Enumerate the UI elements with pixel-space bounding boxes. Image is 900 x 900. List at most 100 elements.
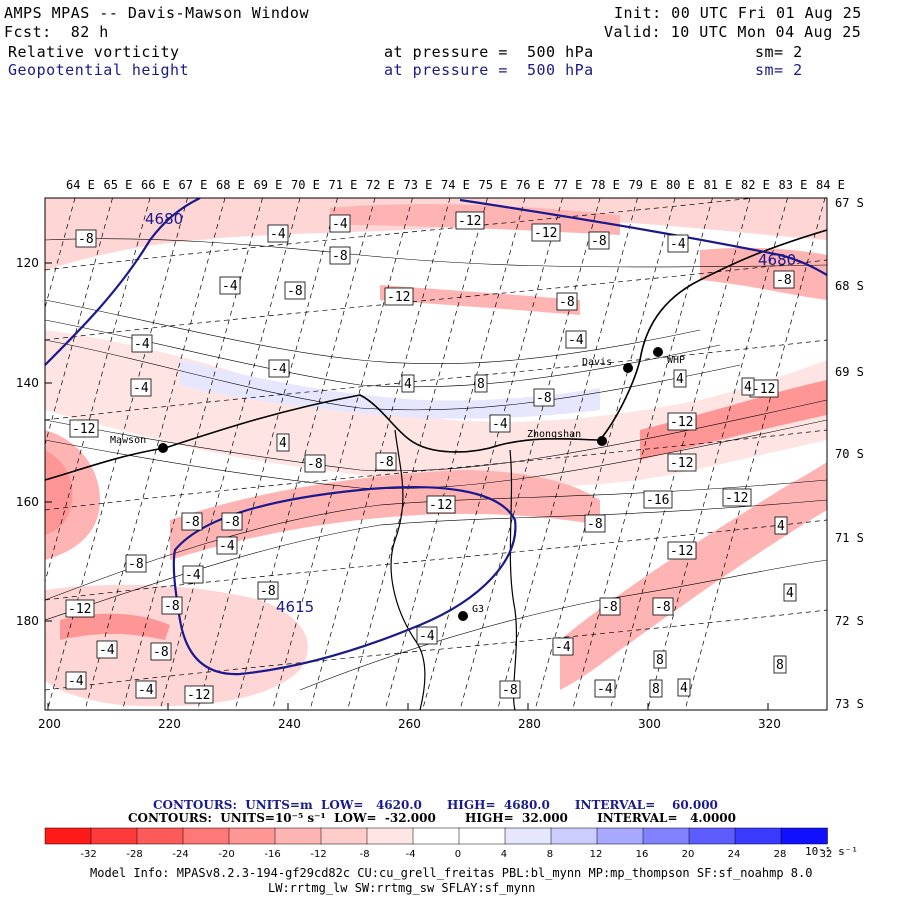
lat-label: 67 S (835, 196, 864, 210)
vorticity-label: 4 (677, 678, 691, 697)
svg-text:-4: -4 (597, 682, 613, 697)
colorbar-tick-label: -20 (218, 849, 234, 860)
x-axis-label: 200 (38, 717, 61, 731)
vorticity-label: -8 (329, 246, 351, 265)
vorticity-label: -12 (426, 495, 456, 514)
y-axis-label: 120 (16, 256, 39, 270)
colorbar-segment (550, 827, 598, 845)
vorticity-label: -4 (268, 359, 290, 378)
lon-label: 64 E (66, 178, 95, 192)
lon-label: 77 E (554, 178, 583, 192)
colorbar-tick-label: 12 (590, 849, 603, 860)
svg-text:-12: -12 (72, 422, 95, 437)
vorticity-label: -8 (375, 452, 397, 471)
colorbar-segment (642, 827, 690, 845)
svg-text:-12: -12 (670, 456, 693, 471)
vorticity-label: -4 (96, 640, 118, 659)
colorbar-segment (412, 827, 460, 845)
svg-text:8: 8 (477, 377, 485, 392)
field2-level: at pressure = 500 hPa (384, 61, 594, 79)
vorticity-label: -16 (643, 490, 673, 509)
colorbar-segment (274, 827, 322, 845)
height-contour-label: 4680 (758, 251, 796, 269)
svg-text:-12: -12 (429, 498, 452, 513)
svg-text:-4: -4 (419, 629, 435, 644)
svg-text:4: 4 (279, 436, 287, 451)
x-axis-label: 280 (518, 717, 541, 731)
vorticity-label: -4 (216, 536, 238, 555)
vorticity-label: 4 (783, 583, 797, 602)
colorbar-tick-label: -24 (172, 849, 188, 860)
height-contour-4680-east (459, 198, 827, 276)
svg-text:-8: -8 (332, 249, 348, 264)
svg-text:4: 4 (777, 519, 785, 534)
vorticity-label: -12 (455, 211, 485, 230)
svg-text:-4: -4 (271, 362, 287, 377)
height-contour-4615 (172, 486, 517, 676)
colorbar-segment (780, 827, 828, 845)
field2-smoothing: sm= 2 (755, 61, 803, 79)
model-info: Model Info: MPASv8.2.3-194-gf29cd82c CU:… (90, 866, 813, 880)
vorticity-label: 4 (741, 377, 755, 396)
svg-text:-8: -8 (602, 600, 618, 615)
colorbar-segment (596, 827, 644, 845)
svg-text:-12: -12 (670, 415, 693, 430)
svg-text:8: 8 (656, 653, 664, 668)
colorbar-segment (734, 827, 782, 845)
svg-text:4: 4 (404, 377, 412, 392)
colorbar-segment (458, 827, 506, 845)
vorticity-label: -4 (416, 626, 438, 645)
vorticity-label: -4 (130, 378, 152, 397)
svg-text:-8: -8 (128, 557, 144, 572)
station-marker (623, 363, 633, 373)
field1-name: Relative vorticity (8, 43, 180, 61)
svg-text:-8: -8 (307, 457, 323, 472)
colorbar-tick-label: -4 (406, 849, 416, 860)
vorticity-label: -8 (599, 597, 621, 616)
lat-label: 71 S (835, 531, 864, 545)
x-axis-label: 300 (638, 717, 661, 731)
x-axis-label: 320 (758, 717, 781, 731)
field2-name: Geopotential height (8, 61, 190, 79)
svg-text:-12: -12 (534, 226, 557, 241)
colorbar-tick-label: 0 (455, 849, 461, 860)
amery-ice-shelf (390, 429, 426, 710)
svg-text:-4: -4 (568, 333, 584, 348)
vorticity-label: -4 (489, 414, 511, 433)
vorticity-label: -4 (552, 637, 574, 656)
svg-text:4: 4 (744, 380, 752, 395)
lon-label: 74 E (441, 178, 470, 192)
station-label: Davis (582, 357, 612, 368)
colorbar-segment (228, 827, 276, 845)
svg-text:-8: -8 (776, 273, 792, 288)
lon-label: 71 E (329, 178, 358, 192)
lat-label: 72 S (835, 614, 864, 628)
svg-text:-4: -4 (332, 217, 348, 232)
svg-text:-4: -4 (138, 683, 154, 698)
colorbar-segment (182, 827, 230, 845)
svg-text:-8: -8 (224, 515, 240, 530)
lon-label: 76 E (516, 178, 545, 192)
lon-label: 75 E (479, 178, 508, 192)
height-contour-label: 4680 (145, 210, 183, 228)
vorticity-label: -8 (652, 597, 674, 616)
vorticity-label: -8 (75, 229, 97, 248)
vorticity-label: -8 (257, 581, 279, 600)
colorbar-tick-label: 8 (547, 849, 553, 860)
station-label: Zhongshan (527, 429, 581, 440)
lon-label: 73 E (404, 178, 433, 192)
svg-text:-8: -8 (559, 295, 575, 310)
vorticity-label: -8 (125, 554, 147, 573)
station-label: G3 (472, 604, 484, 615)
vorticity-contour-info: CONTOURS: UNITS=10⁻⁵ s⁻¹ LOW= -32.000 HI… (128, 811, 736, 825)
svg-text:-8: -8 (164, 599, 180, 614)
svg-text:-8: -8 (536, 391, 552, 406)
colorbar-segment (366, 827, 414, 845)
svg-text:-4: -4 (99, 643, 115, 658)
vorticity-label: -4 (131, 334, 153, 353)
model-info-physics: LW:rrtmg_lw SW:rrtmg_sw SFLAY:sf_mynn (268, 881, 536, 895)
vorticity-label: -8 (161, 596, 183, 615)
lon-label: 84 E (816, 178, 845, 192)
colorbar-segment (504, 827, 552, 845)
station-label: WHP (667, 355, 685, 366)
